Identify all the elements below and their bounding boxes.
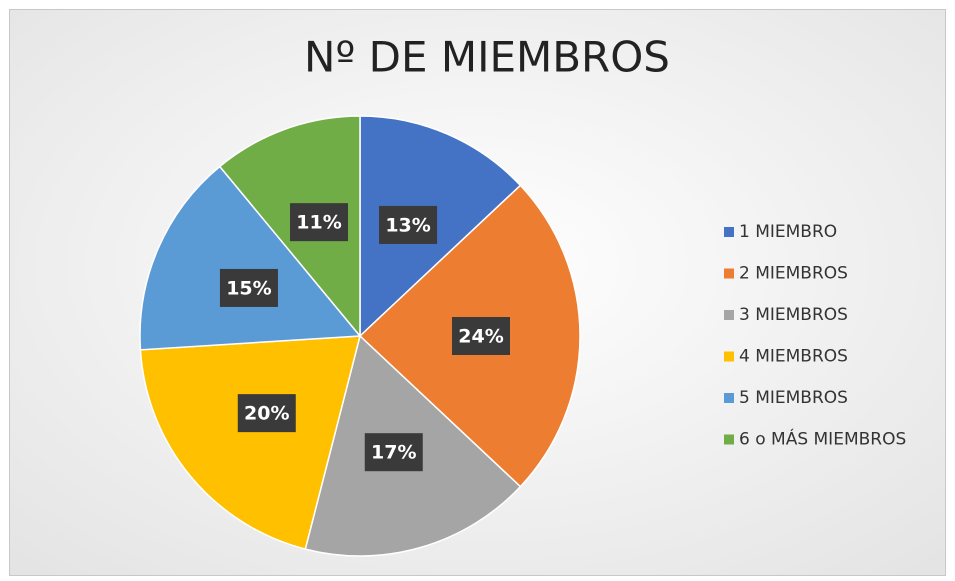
chart-title: Nº DE MIEMBROS <box>304 33 670 82</box>
legend-label: 4 MIEMBROS <box>739 347 848 367</box>
pie-slice <box>218 115 361 339</box>
legend-swatch <box>724 268 734 279</box>
legend-swatch <box>724 393 734 403</box>
legend-label: 1 MIEMBRO <box>739 222 837 242</box>
data-label: 11% <box>296 212 341 234</box>
pie-slice <box>359 115 522 338</box>
legend-label: 3 MIEMBROS <box>739 305 848 325</box>
data-label-box <box>379 205 438 244</box>
pie-slice <box>139 335 361 551</box>
data-label: 24% <box>458 326 503 348</box>
data-label: 17% <box>371 442 416 464</box>
legend-swatch <box>724 351 734 362</box>
data-label: 15% <box>226 277 271 299</box>
data-label-box <box>452 317 510 355</box>
data-label-box <box>237 394 296 433</box>
legend-label: 2 MIEMBROS <box>739 264 848 284</box>
legend-label: 6 o MÁS MIEMBROS <box>739 428 906 450</box>
data-label: 20% <box>244 403 289 425</box>
legend-label: 5 MIEMBROS <box>739 388 848 408</box>
legend-swatch <box>724 434 734 445</box>
data-label-box <box>364 433 423 472</box>
data-label-box <box>290 203 349 242</box>
data-label: 13% <box>385 214 430 236</box>
legend-swatch <box>724 310 734 320</box>
data-label-box <box>219 268 278 307</box>
legend-swatch <box>724 227 734 237</box>
pie-slice <box>139 165 362 351</box>
